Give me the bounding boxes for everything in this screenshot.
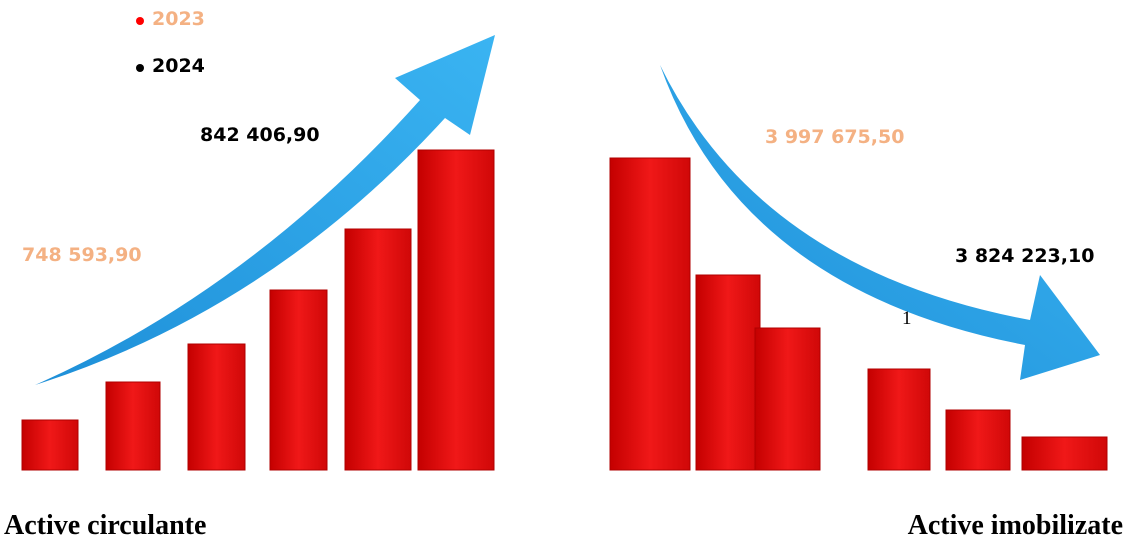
up-arrow (35, 35, 495, 385)
panel-title: Active imobilizate (907, 510, 1123, 541)
value-label: 3 824 223,10 (955, 245, 1095, 267)
legend-dot (136, 17, 144, 25)
legend-label: 2023 (152, 8, 205, 30)
value-label: 748 593,90 (22, 244, 142, 266)
down-arrow (660, 65, 1100, 380)
legend-label: 2024 (152, 55, 205, 77)
stray-note: 1 (902, 308, 912, 329)
decor-bars (21, 149, 1108, 471)
legend-dot (136, 64, 144, 72)
panel-title: Active circulante (4, 510, 207, 541)
value-label: 3 997 675,50 (765, 126, 905, 148)
value-label: 842 406,90 (200, 124, 320, 146)
